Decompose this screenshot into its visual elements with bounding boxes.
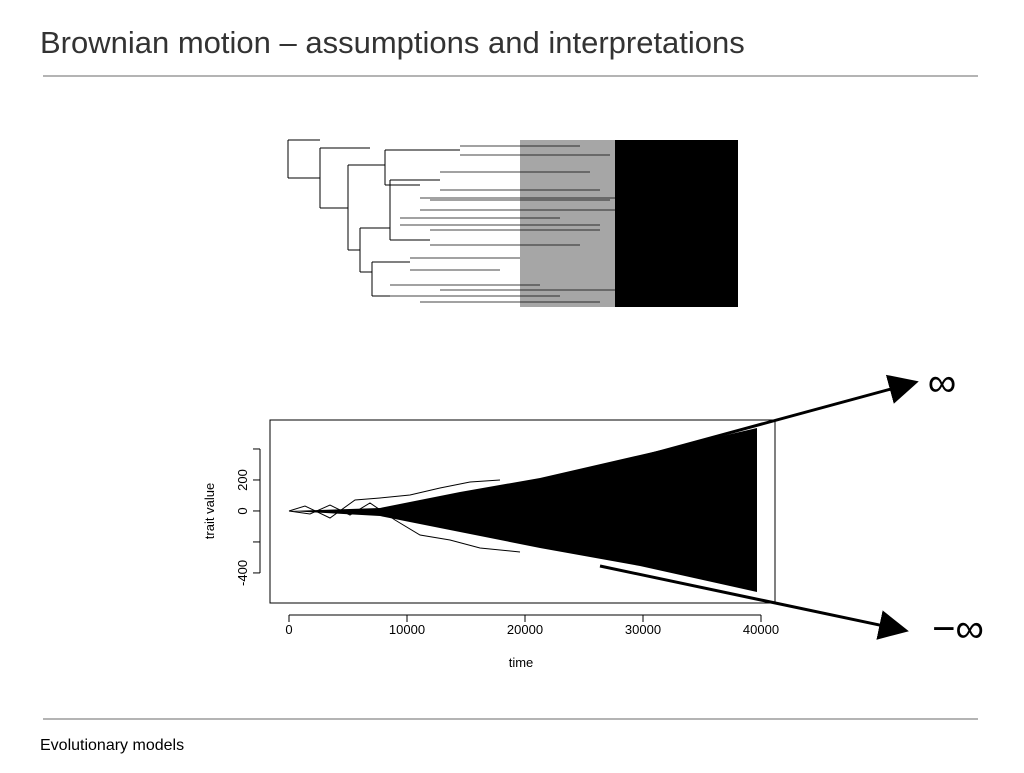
annotation: −∞ — [932, 607, 984, 651]
x-tick-label: 30000 — [625, 622, 661, 637]
y-tick-label: -400 — [235, 560, 250, 586]
y-axis-label: trait value — [202, 483, 217, 539]
slide-title: Brownian motion – assumptions and interp… — [40, 25, 745, 60]
x-tick-label: 20000 — [507, 622, 543, 637]
y-tick-label: 0 — [235, 507, 250, 514]
plot-frame — [269, 419, 776, 604]
arrow-down — [599, 564, 909, 640]
arrow-up — [599, 374, 919, 470]
x-tick-label: 10000 — [389, 622, 425, 637]
tree-illustration — [287, 139, 738, 307]
x-axis-label: time — [509, 655, 534, 670]
y-tick-label: 200 — [235, 469, 250, 491]
x-tick-label: 0 — [285, 622, 292, 637]
footer-text: Evolutionary models — [40, 737, 184, 754]
trajectories — [288, 428, 757, 592]
annotation: ∞ — [928, 361, 957, 405]
x-tick-label: 40000 — [743, 622, 779, 637]
